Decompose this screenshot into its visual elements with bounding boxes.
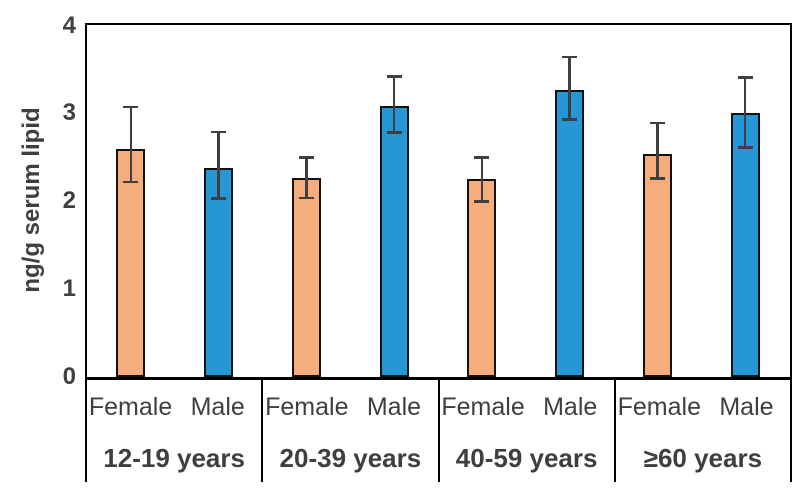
bar-female-20-39-years bbox=[291, 178, 321, 377]
series-label-row: Female Male bbox=[87, 380, 261, 434]
series-label-male: Male bbox=[543, 392, 598, 421]
series-label-female: Female bbox=[617, 392, 701, 421]
error-cap-top-female-12-19-years bbox=[123, 105, 139, 109]
series-label-female: Female bbox=[88, 392, 173, 421]
y-tick-label-1: 1 bbox=[62, 275, 76, 303]
error-cap-bottom-male-20-39-years bbox=[386, 131, 402, 134]
series-label-male: Male bbox=[190, 392, 245, 421]
y-tick-label-2: 2 bbox=[62, 187, 76, 215]
error-cap-top-male-20-39-years bbox=[386, 75, 402, 78]
category-cell-60-years: Female Male ≥60 years bbox=[616, 380, 792, 482]
error-cap-bottom-male-60-years bbox=[737, 146, 753, 149]
series-label-male: Male bbox=[366, 392, 422, 421]
error-bar-female-20-39-years bbox=[305, 157, 308, 198]
error-cap-top-male-12-19-years bbox=[211, 130, 227, 134]
error-cap-top-female-60-years bbox=[649, 121, 665, 125]
category-cell-20-39-years: Female Male 20-39 years bbox=[263, 380, 440, 482]
group-label-40-59-years: 40-59 years bbox=[455, 442, 598, 473]
error-cap-top-female-20-39-years bbox=[298, 156, 314, 159]
bar-female-40-59-years bbox=[467, 179, 497, 377]
bar-female-60-years bbox=[642, 153, 672, 377]
error-cap-top-male-60-years bbox=[737, 76, 753, 79]
error-bar-male-60-years bbox=[743, 77, 747, 148]
error-bar-female-60-years bbox=[656, 123, 659, 179]
y-tick-label-3: 3 bbox=[62, 99, 76, 127]
category-cell-12-19-years: Female Male 12-19 years bbox=[85, 380, 264, 482]
category-axis-table: Female Male 12-19 years Female Male 20-39 yea… bbox=[85, 380, 792, 482]
y-tick-label-4: 4 bbox=[62, 11, 76, 39]
bar-male-40-59-years bbox=[555, 89, 585, 377]
error-bar-male-40-59-years bbox=[568, 57, 571, 120]
bar-male-12-19-years bbox=[204, 167, 234, 377]
error-cap-bottom-female-20-39-years bbox=[298, 196, 314, 199]
group-label-12-19-years: 12-19 years bbox=[103, 442, 245, 473]
error-cap-bottom-female-40-59-years bbox=[474, 200, 490, 203]
series-label-row: Female Male bbox=[616, 380, 790, 434]
error-cap-bottom-male-40-59-years bbox=[562, 118, 578, 121]
error-bar-male-20-39-years bbox=[392, 76, 396, 133]
error-bar-female-12-19-years bbox=[129, 107, 133, 182]
bar-male-20-39-years bbox=[379, 106, 409, 377]
error-cap-top-male-40-59-years bbox=[562, 55, 578, 59]
group-label-60-years: ≥60 years bbox=[643, 442, 763, 473]
error-cap-bottom-female-12-19-years bbox=[123, 180, 139, 184]
series-label-row: Female Male bbox=[440, 380, 614, 434]
series-label-male: Male bbox=[719, 392, 774, 421]
series-label-female: Female bbox=[265, 392, 349, 421]
error-bar-female-40-59-years bbox=[480, 157, 484, 202]
y-tick-label-0: 0 bbox=[62, 363, 76, 390]
category-cell-40-59-years: Female Male 40-59 years bbox=[440, 380, 616, 482]
bar-male-60-years bbox=[730, 113, 760, 377]
error-cap-bottom-male-12-19-years bbox=[211, 197, 227, 200]
plot-area bbox=[85, 23, 792, 380]
error-bar-male-12-19-years bbox=[217, 131, 220, 199]
group-label-20-39-years: 20-39 years bbox=[279, 442, 422, 473]
series-label-female: Female bbox=[441, 392, 525, 421]
bar-female-12-19-years bbox=[116, 148, 146, 377]
error-cap-top-female-40-59-years bbox=[474, 156, 490, 159]
series-label-row: Female Male bbox=[263, 380, 437, 434]
error-cap-bottom-female-60-years bbox=[649, 177, 665, 180]
